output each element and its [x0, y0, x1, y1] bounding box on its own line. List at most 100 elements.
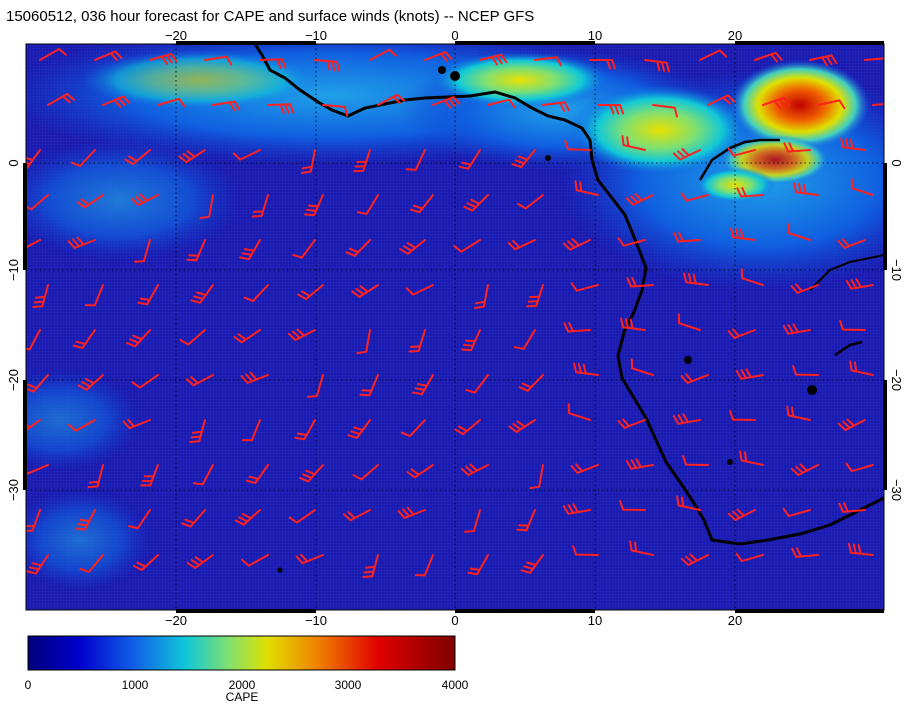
- wind-barb: [240, 371, 269, 384]
- lat-label: −20: [6, 369, 21, 391]
- wind-barb: [572, 545, 599, 556]
- wind-barb: [212, 100, 241, 112]
- colorbar-tick: 3000: [334, 678, 362, 692]
- colorbar-tick: 0: [24, 678, 32, 692]
- wind-barb: [783, 142, 811, 153]
- lat-label: −30: [889, 479, 904, 501]
- wind-barb: [534, 56, 562, 67]
- lon-label: 10: [588, 613, 602, 628]
- wind-barb: [298, 464, 324, 483]
- wind-barb: [356, 329, 371, 355]
- wind-barb: [72, 329, 96, 349]
- wind-barb: [234, 509, 261, 526]
- wind-barb: [762, 96, 791, 109]
- wind-barb: [181, 509, 206, 528]
- lat-label: 0: [6, 159, 21, 166]
- wind-barb: [26, 194, 49, 211]
- wind-barb: [87, 464, 104, 489]
- wind-barb: [68, 419, 96, 432]
- wind-barb: [130, 193, 159, 206]
- lon-label: −20: [165, 28, 187, 43]
- wind-barb: [245, 464, 269, 484]
- lat-label: −20: [889, 369, 904, 391]
- wind-barb: [845, 462, 874, 473]
- wind-barb: [26, 419, 41, 432]
- wind-barb: [739, 450, 764, 466]
- wind-barb: [790, 463, 819, 476]
- wind-barb: [790, 283, 819, 294]
- wind-barb: [567, 403, 591, 421]
- wind-barb: [589, 59, 617, 70]
- colorbar-tick: 4000: [441, 678, 469, 692]
- wind-barb: [356, 194, 379, 215]
- wind-barb: [76, 194, 104, 209]
- wind-barb: [511, 149, 536, 169]
- wind-barb: [562, 503, 591, 515]
- wind-barb: [102, 95, 131, 108]
- wind-barb: [345, 239, 371, 257]
- wind-barb: [849, 360, 874, 376]
- wind-barb: [94, 50, 123, 61]
- wind-barb: [185, 374, 214, 387]
- wind-barb: [424, 51, 453, 62]
- graticule: [26, 44, 884, 610]
- wind-barb: [630, 358, 654, 376]
- lat-label: −30: [6, 479, 21, 501]
- wind-barb: [189, 419, 206, 443]
- lon-labels-bottom: −20 −10 0 10 20: [165, 613, 742, 628]
- wind-barb: [520, 554, 544, 574]
- wind-barb: [233, 329, 261, 344]
- lon-label: 10: [588, 28, 602, 43]
- wind-barb: [131, 374, 159, 389]
- wind-barb: [793, 182, 819, 196]
- wind-barb: [699, 49, 728, 61]
- wind-barb: [408, 329, 426, 353]
- lat-label: −10: [889, 259, 904, 281]
- lat-labels-right: 0 −10 −20 −30: [889, 159, 904, 501]
- wind-barb: [124, 149, 151, 166]
- lon-label: −20: [165, 613, 187, 628]
- wind-barb: [26, 149, 41, 169]
- wind-barb: [644, 59, 670, 73]
- wind-barb: [304, 194, 324, 217]
- colorbar-title: CAPE: [225, 690, 259, 704]
- wind-barb: [597, 104, 625, 115]
- wind-barb: [680, 373, 709, 384]
- lon-label: 20: [728, 28, 742, 43]
- wind-barb: [673, 232, 701, 243]
- wind-barb: [26, 509, 41, 532]
- wind-barb: [287, 328, 316, 341]
- lon-label: −10: [305, 613, 327, 628]
- wind-barb: [294, 419, 316, 441]
- wind-barb: [251, 194, 269, 218]
- wind-barb: [39, 48, 67, 61]
- wind-barb: [406, 464, 434, 479]
- wind-barb: [677, 313, 701, 331]
- wind-barb: [787, 223, 811, 241]
- wind-barb: [352, 464, 379, 481]
- wind-barb: [735, 368, 764, 380]
- wind-barb: [529, 464, 544, 490]
- wind-barbs: [26, 48, 884, 578]
- wind-barb: [84, 284, 104, 307]
- wind-barb: [838, 502, 866, 513]
- wind-barb: [782, 507, 811, 518]
- wind-barb: [369, 48, 398, 61]
- wind-barb: [617, 418, 646, 429]
- wind-barb: [672, 148, 701, 161]
- wind-barb: [267, 103, 295, 114]
- wind-barb: [241, 554, 269, 567]
- wind-barb: [241, 419, 261, 442]
- lon-label: 20: [728, 613, 742, 628]
- wind-barb: [840, 137, 866, 151]
- wind-barb: [672, 413, 701, 425]
- wind-barb: [400, 419, 426, 438]
- wind-barb: [47, 93, 75, 106]
- wind-barb: [652, 104, 678, 118]
- wind-barb: [621, 135, 646, 151]
- wind-barb: [342, 509, 371, 522]
- wind-barb: [617, 237, 646, 247]
- wind-barb: [625, 458, 654, 470]
- wind-barb: [362, 554, 379, 578]
- wind-barb: [70, 149, 96, 168]
